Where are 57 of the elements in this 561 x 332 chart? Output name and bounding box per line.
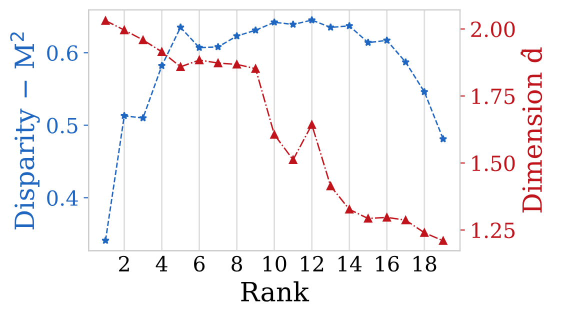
- y2-tick-label: 1.25: [472, 222, 515, 238]
- point: [289, 20, 298, 28]
- point: [402, 58, 410, 66]
- y-tick-label: 0.6: [47, 45, 78, 61]
- x-tick-label: 12: [301, 256, 324, 272]
- point: [158, 48, 166, 56]
- point: [270, 130, 278, 139]
- point: [308, 120, 316, 129]
- point: [176, 23, 185, 31]
- point: [439, 134, 448, 143]
- point: [345, 205, 354, 214]
- point: [232, 32, 241, 40]
- point: [214, 42, 222, 50]
- x-tick-label: 14: [338, 256, 362, 272]
- point: [345, 22, 354, 30]
- point: [438, 236, 448, 245]
- point: [176, 62, 185, 71]
- point: [401, 216, 410, 224]
- point: [101, 16, 110, 25]
- y-tick-label: 0.4: [47, 190, 78, 206]
- point: [252, 26, 260, 34]
- y2-tick-label: 2.00: [471, 21, 515, 38]
- y-tick-label: 0.5: [47, 118, 78, 134]
- x-tick-label: 8: [232, 256, 242, 272]
- point: [232, 60, 241, 69]
- y2-axis-title: Dimension d̂: [520, 47, 542, 213]
- x-tick-label: 6: [194, 256, 205, 272]
- point: [270, 18, 278, 26]
- point: [420, 228, 429, 237]
- point: [420, 88, 428, 96]
- point: [195, 43, 204, 52]
- point: [120, 112, 128, 120]
- point: [139, 114, 148, 122]
- point: [326, 182, 335, 190]
- point: [214, 58, 222, 68]
- point: [138, 36, 148, 44]
- x-tick-label: 16: [376, 256, 399, 272]
- point: [120, 26, 128, 34]
- point: [382, 213, 392, 222]
- x-tick-label: 4: [156, 256, 168, 272]
- point: [251, 64, 260, 73]
- point: [382, 36, 391, 44]
- point: [308, 16, 316, 24]
- y-axis-title: Disparity − M$^{2}$: [10, 32, 40, 230]
- x-tick-label: 10: [264, 256, 286, 272]
- y2-tick-label: 1.75: [472, 88, 515, 104]
- point: [326, 23, 335, 31]
- point: [288, 156, 298, 164]
- x-axis-title: Rank: [241, 281, 310, 302]
- point: [364, 38, 372, 46]
- point: [158, 62, 166, 70]
- point: [364, 214, 372, 223]
- y2-tick-label: 1.50: [472, 155, 515, 172]
- x-tick-label: 2: [119, 256, 129, 272]
- point: [102, 236, 110, 244]
- point: [195, 56, 204, 64]
- x-tick-label: 18: [414, 256, 436, 272]
